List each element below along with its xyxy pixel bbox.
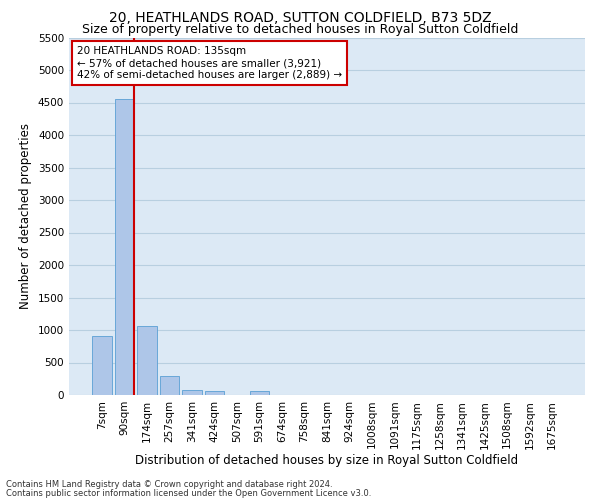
Text: Contains HM Land Registry data © Crown copyright and database right 2024.: Contains HM Land Registry data © Crown c… xyxy=(6,480,332,489)
Text: 20, HEATHLANDS ROAD, SUTTON COLDFIELD, B73 5DZ: 20, HEATHLANDS ROAD, SUTTON COLDFIELD, B… xyxy=(109,12,491,26)
Bar xyxy=(92,336,112,395)
Y-axis label: Number of detached properties: Number of detached properties xyxy=(19,123,32,309)
Text: Contains public sector information licensed under the Open Government Licence v3: Contains public sector information licen… xyxy=(6,489,371,498)
X-axis label: Distribution of detached houses by size in Royal Sutton Coldfield: Distribution of detached houses by size … xyxy=(136,454,518,467)
Bar xyxy=(160,376,179,395)
Text: Size of property relative to detached houses in Royal Sutton Coldfield: Size of property relative to detached ho… xyxy=(82,22,518,36)
Text: 20 HEATHLANDS ROAD: 135sqm
← 57% of detached houses are smaller (3,921)
42% of s: 20 HEATHLANDS ROAD: 135sqm ← 57% of deta… xyxy=(77,46,342,80)
Bar xyxy=(205,391,224,395)
Bar xyxy=(137,326,157,395)
Bar xyxy=(115,98,134,395)
Bar xyxy=(182,390,202,395)
Bar xyxy=(250,391,269,395)
